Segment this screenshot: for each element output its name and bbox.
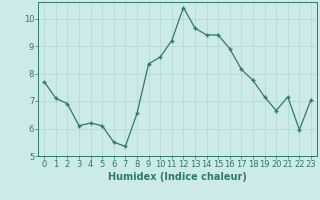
X-axis label: Humidex (Indice chaleur): Humidex (Indice chaleur) [108,172,247,182]
